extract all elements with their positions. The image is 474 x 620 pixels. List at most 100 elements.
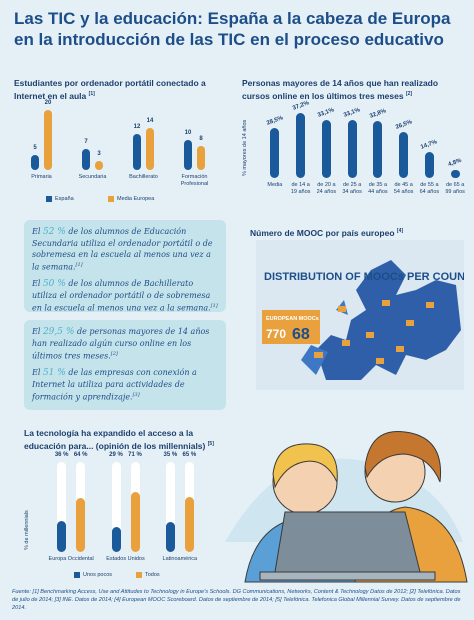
- bar: [165, 522, 175, 552]
- page-title: Las TIC y la educación: España a la cabe…: [14, 9, 451, 49]
- fact-figure: 29,5 %: [42, 327, 75, 337]
- hair: [364, 430, 442, 483]
- value-label: 33,1%: [343, 107, 362, 119]
- ref: [4]: [396, 228, 404, 234]
- chart: % mayores de 14 años 28,5% Media 37,2% de 14…: [240, 100, 468, 214]
- value-label: 37,2%: [291, 100, 310, 112]
- mooc-box: [262, 310, 320, 344]
- chart-title-text: Personas mayores de 14 años que han real…: [242, 78, 439, 101]
- value-label: 8: [199, 136, 203, 142]
- fact-lead: El: [32, 227, 41, 236]
- value-label: 36 %: [54, 452, 69, 458]
- legend-swatch: [46, 196, 52, 202]
- value-label: 65 %: [182, 452, 197, 458]
- ref: [2]: [110, 351, 118, 357]
- bar: [82, 149, 90, 170]
- value-label: 12: [133, 124, 141, 130]
- fact-lead: El: [32, 278, 41, 288]
- category-label: Estados Unidos: [106, 556, 145, 562]
- chart-title: La tecnología ha expandido el acceso a l…: [24, 428, 214, 452]
- bar: [111, 527, 121, 552]
- legend-swatch: [136, 572, 142, 578]
- map-heading: DISTRIBUTION OF MOOCs PER COUNTRY: [264, 271, 464, 283]
- value-label: 71 %: [128, 452, 142, 458]
- value-label: 26,5%: [394, 118, 413, 131]
- mooc-number: 770: [266, 327, 286, 341]
- legend-swatch: [74, 572, 80, 578]
- fact: El 51 % de las empresas con conexión a I…: [32, 367, 218, 403]
- fact: El 52 % de los alumnos de Educación Secu…: [32, 226, 218, 273]
- value-label: 64 %: [73, 452, 88, 458]
- ref: [1]: [210, 302, 218, 309]
- fact: El 29,5 % de personas mayores de 14 años…: [32, 326, 218, 362]
- y-axis-label: % de millennials: [24, 510, 30, 550]
- bar: [57, 521, 67, 552]
- legend-label: España: [55, 196, 74, 202]
- bar: [347, 120, 357, 178]
- fact: El 50 % de los alumnos de Bachillerato u…: [32, 278, 218, 314]
- fact-text: de los alumnos de Educación Secundaria u…: [32, 227, 213, 272]
- bar: [296, 112, 306, 178]
- laptop: [274, 511, 421, 573]
- bar: [450, 169, 460, 178]
- legend-swatch: [108, 196, 114, 202]
- fact-figure: 50 %: [42, 278, 66, 289]
- fact-text: de las empresas con conexión a Internet …: [32, 367, 197, 402]
- chart-title: Estudiantes por ordenador portátil conec…: [14, 78, 219, 102]
- bar: [95, 161, 103, 170]
- ref: [5]: [207, 441, 214, 447]
- legend-label: Todos: [145, 572, 160, 578]
- bar: [146, 128, 154, 170]
- bar: [130, 491, 140, 552]
- bar: [76, 497, 86, 552]
- ref: [2]: [405, 91, 413, 97]
- bar: [321, 120, 331, 178]
- bar: [133, 134, 141, 170]
- bar: [184, 140, 192, 170]
- bar: [31, 155, 39, 170]
- value-label: 29 %: [109, 452, 123, 458]
- category-label: de 14 a 19 años: [290, 182, 311, 195]
- bar: [197, 146, 205, 170]
- value-label: 33,1%: [317, 107, 336, 119]
- category-label: Formación Profesional: [180, 174, 209, 187]
- category-label: de 45 a 54 años: [393, 182, 414, 195]
- europe-shape: [316, 260, 461, 380]
- value-label: 10: [184, 130, 192, 136]
- bar-track: [57, 462, 67, 552]
- bar-track: [165, 462, 175, 552]
- category-label: Media: [267, 182, 283, 188]
- mooc-markers: [314, 300, 434, 364]
- bar: [44, 110, 52, 170]
- fact-box: El 52 % de los alumnos de Educación Secu…: [24, 220, 226, 312]
- illustration: [225, 430, 468, 583]
- fact-figure: 51 %: [42, 367, 66, 378]
- fact-lead: El: [32, 327, 41, 336]
- bar: [184, 496, 194, 552]
- value-label: 5: [33, 145, 37, 151]
- value-label: 20: [44, 100, 52, 106]
- category-label: Europa Occidental: [48, 556, 94, 562]
- value-label: 4,8%: [447, 157, 463, 168]
- value-label: 28,5%: [265, 115, 284, 127]
- bar: [399, 131, 409, 178]
- fact-text: de personas mayores de 14 años han reali…: [32, 327, 210, 361]
- mooc-number: 68: [292, 326, 310, 343]
- bar: [424, 152, 434, 178]
- hair: [272, 443, 338, 489]
- category-label: de 20 a 24 años: [316, 182, 337, 195]
- map-heading-text: DISTRIBUTION OF MOOCs PER COUNTRY: [264, 271, 464, 283]
- category-label: Bachillerato: [129, 174, 158, 180]
- legend-label: Unos pocos: [83, 572, 113, 578]
- bar: [373, 120, 383, 178]
- fact-text: de los alumnos de Bachillerato utiliza e…: [32, 278, 211, 313]
- value-label: 3: [97, 151, 101, 157]
- value-label: 7: [84, 139, 88, 145]
- chart: % de millennials 36 % 64 % Europa Occidenta…: [22, 452, 207, 582]
- legend-label: Media Europea: [117, 196, 155, 202]
- bar: [270, 128, 280, 178]
- value-label: 35 %: [163, 452, 178, 458]
- ref: [1]: [88, 91, 95, 97]
- category-label: Secundaria: [78, 174, 107, 180]
- ref: [3]: [132, 391, 140, 398]
